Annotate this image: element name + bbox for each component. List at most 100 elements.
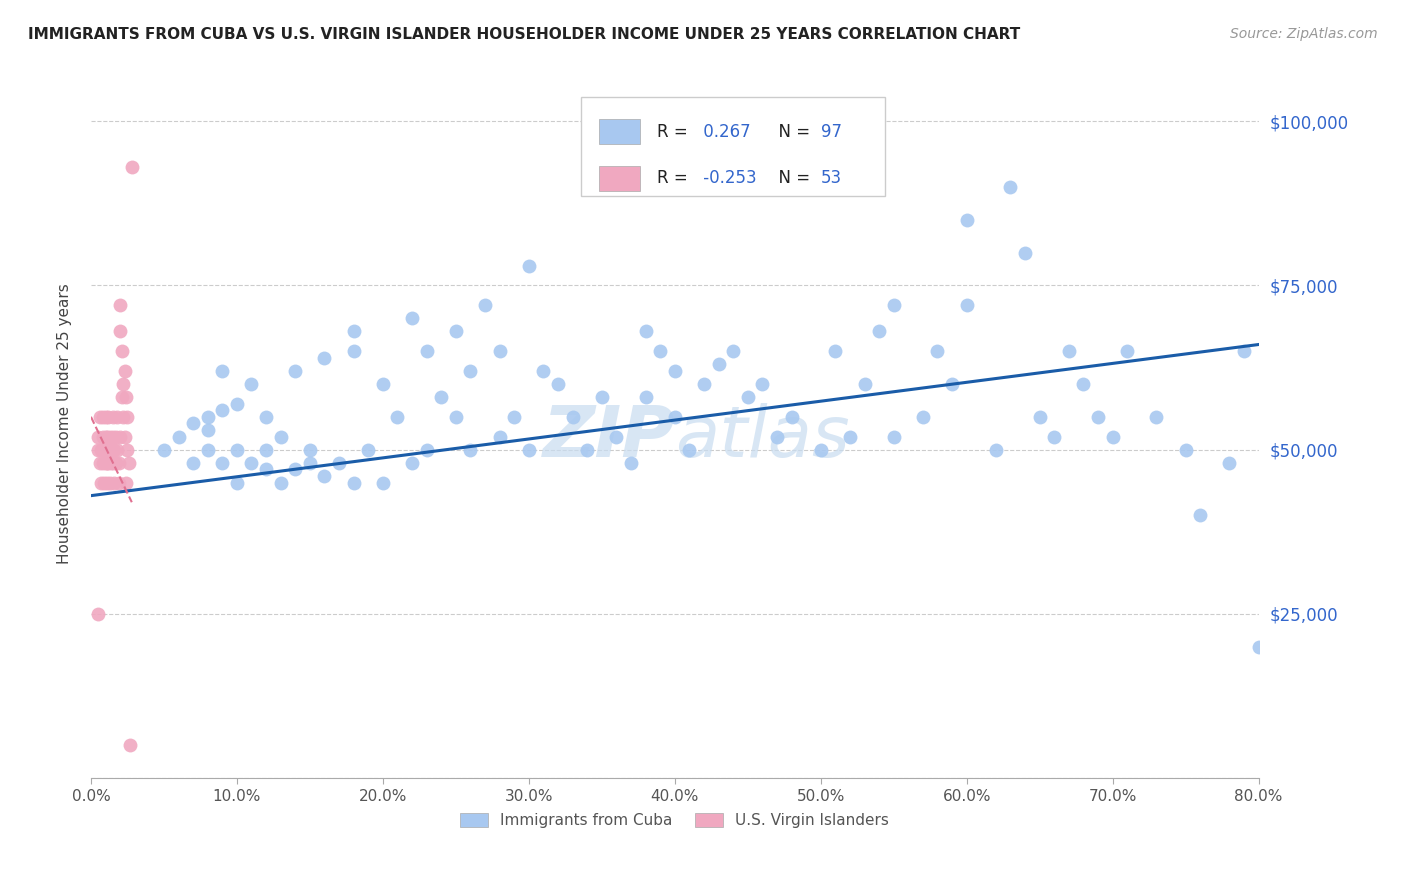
Point <box>415 442 437 457</box>
Point <box>100 456 122 470</box>
Text: R =: R = <box>657 169 693 187</box>
Point <box>110 344 132 359</box>
Point <box>693 376 716 391</box>
Point <box>181 456 204 470</box>
Point <box>107 475 129 490</box>
Point <box>883 298 905 312</box>
Point <box>225 475 247 490</box>
Point <box>328 456 350 470</box>
Point <box>605 429 627 443</box>
Point <box>634 324 657 338</box>
Text: N =: N = <box>768 123 815 141</box>
Point <box>94 409 117 424</box>
Point <box>105 442 128 457</box>
Point <box>167 429 190 443</box>
Point <box>225 442 247 457</box>
Point <box>91 456 114 470</box>
Point <box>1144 409 1167 424</box>
Point <box>101 456 124 470</box>
Point <box>343 475 366 490</box>
Point <box>115 475 138 490</box>
Point <box>1028 409 1050 424</box>
Point <box>181 417 204 431</box>
Point <box>531 364 554 378</box>
Point <box>98 475 121 490</box>
Point <box>118 456 141 470</box>
Text: 97: 97 <box>821 123 842 141</box>
Point <box>240 376 263 391</box>
Point <box>415 344 437 359</box>
Point <box>117 442 139 457</box>
Point <box>108 429 131 443</box>
Point <box>97 409 120 424</box>
Point <box>401 311 423 326</box>
Point <box>956 212 979 227</box>
Point <box>270 429 292 443</box>
Point <box>121 160 143 174</box>
Point <box>87 607 110 621</box>
Point <box>883 429 905 443</box>
Text: ZIP: ZIP <box>543 403 675 472</box>
Point <box>956 298 979 312</box>
Point <box>1189 508 1212 523</box>
Point <box>1101 429 1123 443</box>
Point <box>634 390 657 404</box>
Point <box>664 409 686 424</box>
Point <box>488 344 510 359</box>
Point <box>89 456 111 470</box>
Point <box>112 376 135 391</box>
Point <box>911 409 934 424</box>
Point <box>96 475 118 490</box>
Point <box>225 397 247 411</box>
Point <box>576 442 599 457</box>
Point <box>941 376 963 391</box>
Point <box>1233 344 1256 359</box>
Point <box>1000 179 1022 194</box>
Point <box>561 409 583 424</box>
Point <box>810 442 832 457</box>
Point <box>87 442 110 457</box>
Point <box>98 429 121 443</box>
Point <box>1073 376 1095 391</box>
Point <box>984 442 1007 457</box>
Point <box>737 390 759 404</box>
Point <box>1174 442 1197 457</box>
Point <box>838 429 860 443</box>
Point <box>1043 429 1066 443</box>
Point <box>211 364 233 378</box>
Point <box>1218 456 1240 470</box>
Point <box>488 429 510 443</box>
Text: IMMIGRANTS FROM CUBA VS U.S. VIRGIN ISLANDER HOUSEHOLDER INCOME UNDER 25 YEARS C: IMMIGRANTS FROM CUBA VS U.S. VIRGIN ISLA… <box>28 27 1021 42</box>
Point <box>721 344 744 359</box>
Point <box>343 344 366 359</box>
FancyBboxPatch shape <box>581 97 884 196</box>
Point <box>87 429 110 443</box>
Point <box>927 344 949 359</box>
Point <box>94 429 117 443</box>
Point <box>117 409 139 424</box>
Point <box>460 442 482 457</box>
Point <box>650 344 672 359</box>
Point <box>254 409 277 424</box>
Point <box>314 351 336 365</box>
Point <box>197 409 219 424</box>
Text: -0.253: -0.253 <box>699 169 756 187</box>
Point <box>254 462 277 476</box>
Point <box>97 442 120 457</box>
Y-axis label: Householder Income Under 25 years: Householder Income Under 25 years <box>58 283 72 564</box>
Point <box>211 403 233 417</box>
Point <box>387 409 409 424</box>
Point <box>707 357 730 371</box>
Point <box>93 475 115 490</box>
Point <box>96 429 118 443</box>
Text: N =: N = <box>768 169 815 187</box>
Point <box>357 442 380 457</box>
Point <box>103 442 125 457</box>
Point <box>108 324 131 338</box>
Point <box>91 429 114 443</box>
Point <box>105 409 128 424</box>
Point <box>90 442 112 457</box>
Point <box>474 298 496 312</box>
Point <box>284 364 307 378</box>
Point <box>766 429 789 443</box>
